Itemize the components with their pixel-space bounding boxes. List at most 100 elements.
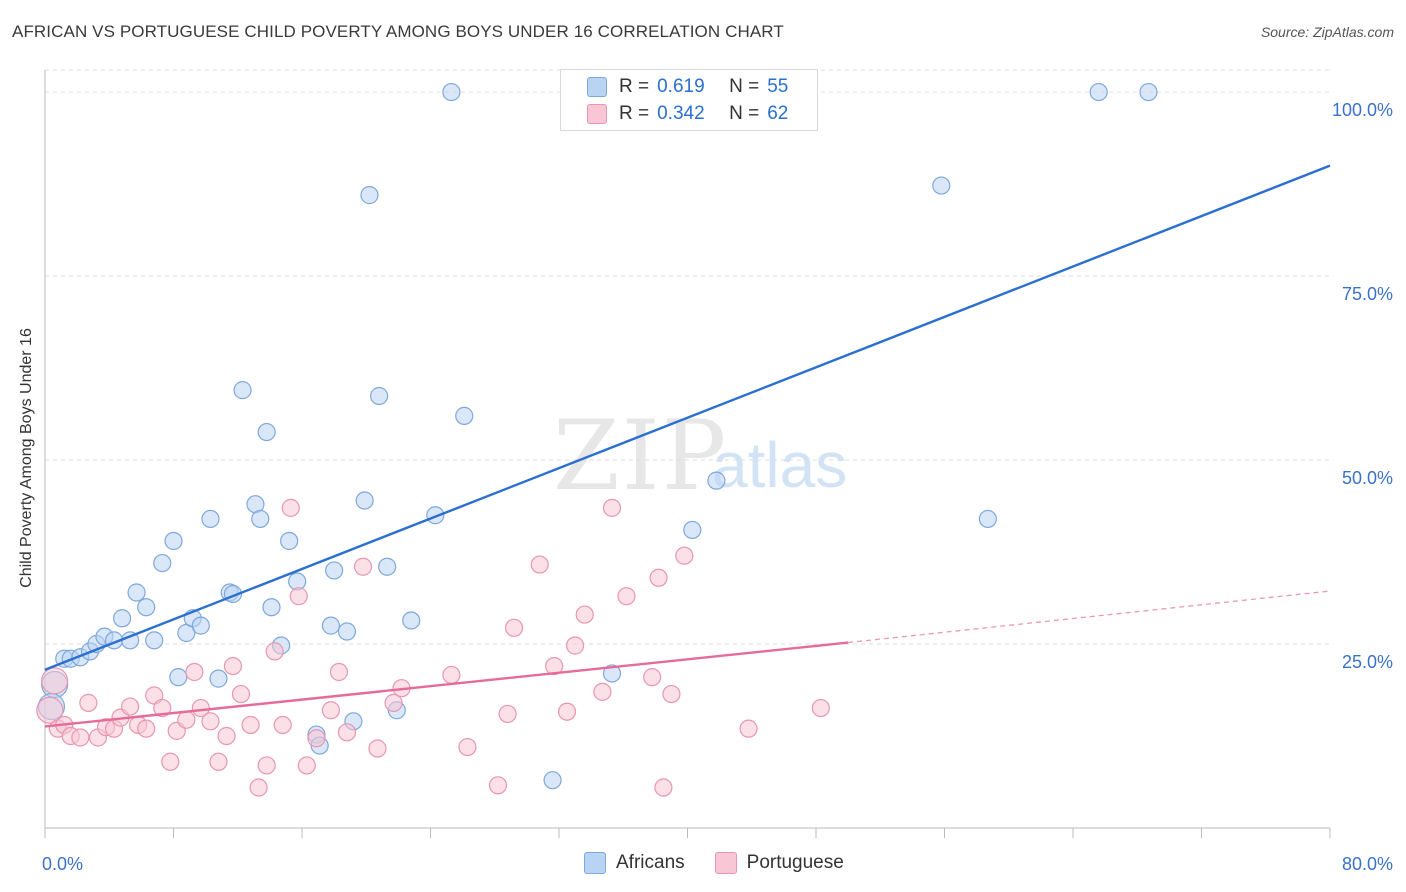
n-label: N = [729, 76, 760, 97]
africans-point [370, 386, 389, 406]
portuguese-point [257, 756, 276, 775]
africans-point [153, 553, 172, 573]
portuguese-point [643, 668, 662, 687]
legend-label-portuguese: Portuguese [746, 852, 844, 873]
portuguese-point [649, 568, 668, 587]
africans-point [257, 422, 276, 442]
portuguese-point [307, 729, 326, 748]
africans-legend-swatch [584, 852, 606, 874]
africans-point [233, 381, 252, 400]
africans-point [201, 509, 220, 529]
portuguese-point [177, 710, 196, 729]
y-tick-label: 75.0% [1342, 284, 1393, 304]
portuguese-point [557, 702, 577, 721]
africans-point [543, 771, 562, 790]
portuguese-point [71, 728, 90, 747]
africans-point [164, 531, 183, 551]
y-tick-label: 50.0% [1342, 468, 1393, 488]
portuguese-point [498, 704, 517, 724]
africans-point [321, 616, 341, 635]
africans-point [145, 631, 164, 650]
portuguese-point [185, 662, 204, 682]
portuguese-point [41, 667, 69, 695]
africans-point [112, 609, 132, 628]
chart-title: AFRICAN VS PORTUGUESE CHILD POVERTY AMON… [12, 22, 784, 41]
africans-point [355, 491, 374, 510]
portuguese-point [36, 696, 64, 724]
portuguese-point [297, 756, 316, 775]
legend-row-portuguese: R = 0.342 N = 62 [587, 103, 788, 125]
watermark-atlas: atlas [712, 429, 848, 501]
africans-point [602, 664, 622, 683]
r-value: 0.342 [657, 103, 705, 124]
portuguese-point [153, 698, 172, 718]
portuguese-point [504, 618, 524, 637]
portuguese-point [654, 778, 673, 797]
portuguese-point [384, 693, 403, 712]
portuguese-point [249, 778, 268, 797]
portuguese-point [442, 665, 461, 685]
r-label: R = [619, 76, 650, 97]
africans-point [337, 622, 357, 641]
portuguese-point [137, 719, 156, 738]
africans-point [455, 406, 474, 425]
africans-point [209, 669, 228, 688]
source-label: Source: ZipAtlas.com [1260, 24, 1394, 40]
portuguese-point [161, 752, 180, 771]
africans-point [325, 561, 344, 580]
portuguese-trendline-extension [848, 590, 1331, 644]
n-label: N = [729, 103, 760, 124]
portuguese-point [337, 723, 357, 742]
r-label: R = [619, 103, 650, 124]
africans-point [360, 186, 379, 205]
africans-point [1139, 82, 1158, 102]
y-axis-label: Child Poverty Among Boys Under 16 [18, 328, 35, 588]
portuguese-point [321, 701, 341, 720]
legend-label-africans: Africans [616, 852, 685, 873]
portuguese-point [281, 498, 300, 517]
africans-swatch [587, 77, 607, 97]
africans-point [1089, 82, 1108, 102]
portuguese-point [273, 715, 292, 735]
africans-point [169, 668, 188, 687]
portuguese-point [662, 684, 681, 704]
portuguese-point [201, 712, 220, 731]
africans-point [442, 82, 461, 102]
portuguese-point [739, 719, 758, 738]
correlation-legend: R = 0.619 N = 55 R = 0.342 N = 62 [560, 69, 818, 131]
n-value: 62 [767, 103, 789, 124]
africans-point [683, 520, 702, 540]
africans-point [262, 598, 281, 617]
portuguese-point [329, 662, 349, 682]
portuguese-point [811, 698, 830, 718]
watermark-zip: ZIP [553, 400, 729, 512]
portuguese-point [575, 605, 594, 624]
africans-point [978, 509, 997, 529]
portuguese-point [265, 642, 284, 661]
legend-row-africans: R = 0.619 N = 55 [587, 76, 788, 98]
legend-item-africans[interactable]: Africans [584, 852, 685, 874]
legend-item-portuguese[interactable]: Portuguese [714, 852, 844, 874]
portuguese-point [565, 636, 585, 655]
portuguese-point [545, 656, 564, 676]
portuguese-point [602, 498, 622, 517]
portuguese-point [121, 697, 140, 716]
portuguese-point [368, 739, 387, 758]
portuguese-point [593, 682, 612, 701]
africans-point [191, 616, 210, 635]
africans-point [378, 557, 397, 576]
portuguese-point [217, 726, 236, 746]
portuguese-legend-swatch [714, 852, 737, 874]
portuguese-point [530, 555, 549, 574]
series-legend: Africans Portuguese [584, 852, 874, 874]
portuguese-point [209, 752, 228, 771]
portuguese-point [675, 546, 694, 565]
portuguese-point [231, 684, 251, 704]
africans-point [251, 509, 270, 529]
x-tick-label: 0.0% [42, 854, 83, 874]
portuguese-swatch [587, 104, 607, 124]
portuguese-point [241, 715, 260, 735]
portuguese-point [79, 693, 98, 712]
x-tick-label: 80.0% [1342, 854, 1393, 874]
africans-trendline [44, 164, 1331, 671]
